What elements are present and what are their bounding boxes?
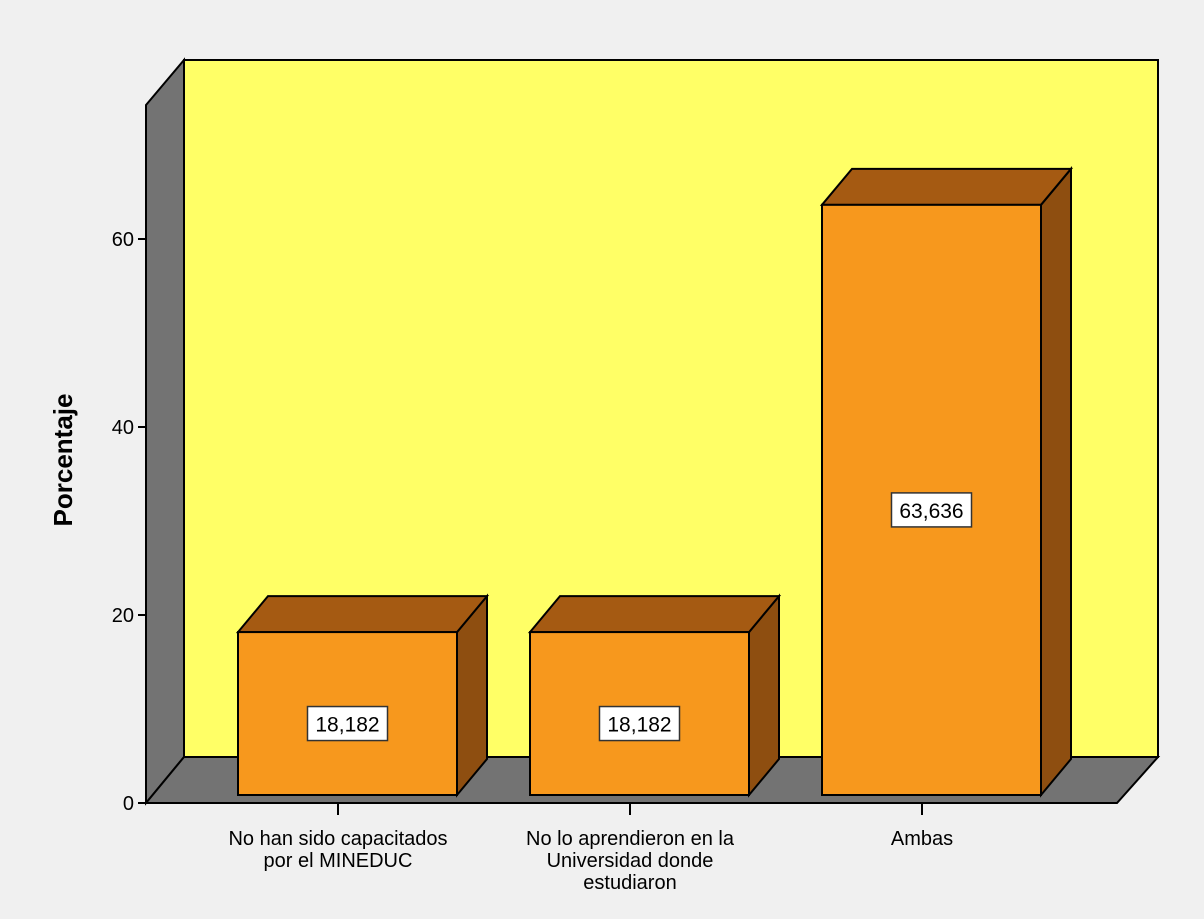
x-tick-label: No han sido capacitados por el MINEDUC — [228, 828, 447, 872]
y-tick-label: 20 — [112, 605, 134, 627]
data-label-box — [306, 705, 389, 742]
y-tick-label: 60 — [112, 229, 134, 251]
bar-top — [819, 167, 1074, 206]
data-label-box — [598, 705, 681, 742]
x-tick-label: No lo aprendieron en la Universidad donde… — [526, 828, 735, 894]
data-label: 18,182 — [315, 714, 379, 737]
bar: 18,182 — [527, 593, 782, 798]
y-tick-label: 40 — [112, 417, 134, 439]
y-tick-label: 0 — [123, 793, 134, 815]
data-label: 63,636 — [899, 500, 963, 523]
y-axis-label: Porcentaje — [48, 394, 78, 527]
bar: 18,182 — [235, 593, 490, 798]
data-label: 18,182 — [607, 714, 671, 737]
bar-top — [527, 595, 782, 634]
bar-top — [235, 595, 490, 634]
data-label-box — [890, 492, 973, 528]
bar-side — [1040, 166, 1072, 798]
bar: 63,636 — [819, 166, 1074, 798]
x-axis: No han sido capacitados por el MINEDUC No … — [146, 802, 1117, 894]
bars: 18,182 18,182 63,636 — [235, 166, 1074, 798]
y-axis: 0 20 40 60 — [112, 105, 147, 815]
side-wall — [145, 57, 185, 806]
x-tick-label: Ambas — [891, 828, 953, 850]
